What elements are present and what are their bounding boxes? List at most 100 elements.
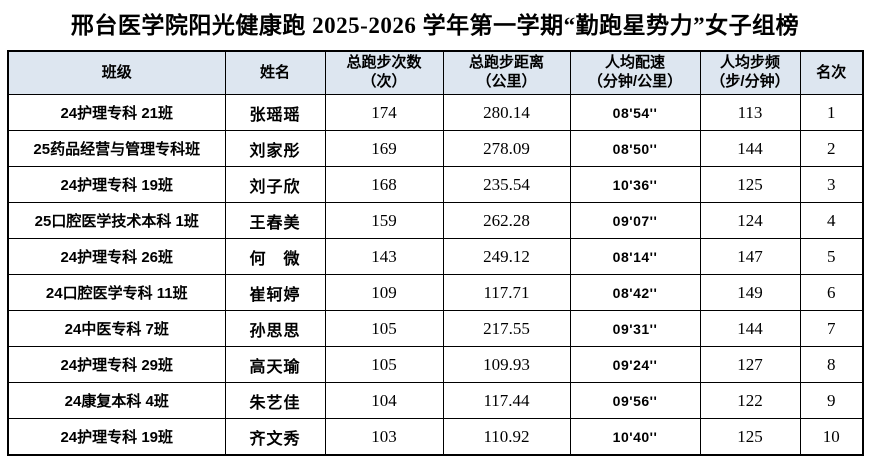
cell-class: 24康复本科 4班 <box>7 382 226 419</box>
cell-name: 刘家彤 <box>224 130 326 167</box>
cell-total-distance: 262.28 <box>442 202 571 239</box>
cell-name: 何 微 <box>224 238 326 275</box>
cell-total-runs: 168 <box>324 166 444 203</box>
col-header-total-distance: 总跑步距离 （公里） <box>442 50 571 95</box>
cell-avg-pace: 09'24'' <box>569 346 701 383</box>
col-header-avg-cadence-label: 人均步频 <box>719 54 780 72</box>
cell-class: 24护理专科 26班 <box>7 238 226 275</box>
cell-total-runs: 105 <box>324 310 444 347</box>
cell-rank: 8 <box>799 346 864 383</box>
cell-rank: 5 <box>799 238 864 275</box>
cell-rank: 1 <box>799 94 864 131</box>
cell-rank: 10 <box>799 418 864 456</box>
cell-class: 24口腔医学专科 11班 <box>7 274 226 311</box>
cell-avg-cadence: 125 <box>699 418 801 456</box>
col-header-total-distance-unit: （公里） <box>476 73 537 90</box>
table-row: 24口腔医学专科 11班 崔轲婷 109 117.71 08'42'' 149 … <box>7 274 864 311</box>
cell-total-runs: 159 <box>324 202 444 239</box>
col-header-total-distance-label: 总跑步距离 <box>468 54 544 72</box>
col-header-name-label: 姓名 <box>259 63 290 81</box>
col-header-avg-pace-label: 人均配速 <box>604 54 665 72</box>
cell-total-distance: 249.12 <box>442 238 571 275</box>
cell-avg-pace: 10'40'' <box>569 418 701 456</box>
col-header-class-label: 班级 <box>101 63 132 81</box>
cell-rank: 6 <box>799 274 864 311</box>
table-row: 24中医专科 7班 孙思思 105 217.55 09'31'' 144 7 <box>7 310 864 347</box>
cell-avg-pace: 08'54'' <box>569 94 701 131</box>
cell-total-runs: 174 <box>324 94 444 131</box>
header-row: 班级 姓名 总跑步次数 （次） 总跑步距离 （公里） 人均配速 （分钟/公里） 人均步… <box>7 50 864 95</box>
cell-name: 朱艺佳 <box>224 382 326 419</box>
cell-name: 高天瑜 <box>224 346 326 383</box>
cell-avg-cadence: 144 <box>699 130 801 167</box>
cell-total-distance: 109.93 <box>442 346 571 383</box>
col-header-rank: 名次 <box>799 50 864 95</box>
cell-class: 24护理专科 21班 <box>7 94 226 131</box>
cell-avg-cadence: 149 <box>699 274 801 311</box>
cell-avg-cadence: 122 <box>699 382 801 419</box>
cell-rank: 9 <box>799 382 864 419</box>
col-header-avg-cadence-unit: （步/分钟） <box>710 73 790 90</box>
cell-avg-pace: 09'56'' <box>569 382 701 419</box>
cell-name: 齐文秀 <box>224 418 326 456</box>
cell-avg-pace: 09'31'' <box>569 310 701 347</box>
cell-total-runs: 105 <box>324 346 444 383</box>
cell-name: 孙思思 <box>224 310 326 347</box>
cell-total-runs: 103 <box>324 418 444 456</box>
col-header-class: 班级 <box>7 50 226 95</box>
cell-name: 王春美 <box>224 202 326 239</box>
cell-class: 25药品经营与管理专科班 <box>7 130 226 167</box>
cell-name: 刘子欣 <box>224 166 326 203</box>
cell-total-runs: 143 <box>324 238 444 275</box>
cell-avg-cadence: 125 <box>699 166 801 203</box>
cell-total-runs: 169 <box>324 130 444 167</box>
table-body: 24护理专科 21班 张瑶瑶 174 280.14 08'54'' 113 1 … <box>7 94 864 456</box>
cell-class: 24护理专科 19班 <box>7 418 226 456</box>
cell-total-runs: 104 <box>324 382 444 419</box>
cell-total-distance: 235.54 <box>442 166 571 203</box>
cell-rank: 3 <box>799 166 864 203</box>
table-row: 25药品经营与管理专科班 刘家彤 169 278.09 08'50'' 144 … <box>7 130 864 167</box>
col-header-total-runs-unit: （次） <box>361 73 407 90</box>
table-row: 24康复本科 4班 朱艺佳 104 117.44 09'56'' 122 9 <box>7 382 864 419</box>
col-header-rank-label: 名次 <box>816 63 847 81</box>
table-row: 24护理专科 29班 高天瑜 105 109.93 09'24'' 127 8 <box>7 346 864 383</box>
col-header-avg-pace: 人均配速 （分钟/公里） <box>569 50 701 95</box>
cell-total-distance: 217.55 <box>442 310 571 347</box>
cell-avg-cadence: 144 <box>699 310 801 347</box>
table-row: 24护理专科 19班 齐文秀 103 110.92 10'40'' 125 10 <box>7 418 864 456</box>
cell-avg-cadence: 124 <box>699 202 801 239</box>
cell-total-runs: 109 <box>324 274 444 311</box>
leaderboard-table: 班级 姓名 总跑步次数 （次） 总跑步距离 （公里） 人均配速 （分钟/公里） 人均步… <box>7 50 864 456</box>
table-header: 班级 姓名 总跑步次数 （次） 总跑步距离 （公里） 人均配速 （分钟/公里） 人均步… <box>7 50 864 95</box>
col-header-total-runs-label: 总跑步次数 <box>346 54 422 72</box>
col-header-total-runs: 总跑步次数 （次） <box>324 50 444 95</box>
table-row: 24护理专科 19班 刘子欣 168 235.54 10'36'' 125 3 <box>7 166 864 203</box>
cell-rank: 2 <box>799 130 864 167</box>
cell-total-distance: 110.92 <box>442 418 571 456</box>
page-title: 邢台医学院阳光健康跑 2025-2026 学年第一学期“勤跑星势力”女子组榜 <box>70 13 800 38</box>
col-header-name: 姓名 <box>224 50 326 95</box>
table-row: 25口腔医学技术本科 1班 王春美 159 262.28 09'07'' 124… <box>7 202 864 239</box>
cell-name: 张瑶瑶 <box>224 94 326 131</box>
cell-name: 崔轲婷 <box>224 274 326 311</box>
cell-class: 24护理专科 19班 <box>7 166 226 203</box>
cell-class: 24护理专科 29班 <box>7 346 226 383</box>
cell-avg-pace: 09'07'' <box>569 202 701 239</box>
col-header-avg-pace-unit: （分钟/公里） <box>587 73 683 90</box>
cell-total-distance: 117.44 <box>442 382 571 419</box>
col-header-avg-cadence: 人均步频 （步/分钟） <box>699 50 801 95</box>
cell-avg-pace: 10'36'' <box>569 166 701 203</box>
cell-total-distance: 280.14 <box>442 94 571 131</box>
cell-avg-cadence: 127 <box>699 346 801 383</box>
cell-class: 25口腔医学技术本科 1班 <box>7 202 226 239</box>
cell-avg-cadence: 113 <box>699 94 801 131</box>
table-row: 24护理专科 21班 张瑶瑶 174 280.14 08'54'' 113 1 <box>7 94 864 131</box>
cell-avg-cadence: 147 <box>699 238 801 275</box>
cell-class: 24中医专科 7班 <box>7 310 226 347</box>
cell-total-distance: 278.09 <box>442 130 571 167</box>
cell-rank: 7 <box>799 310 864 347</box>
cell-avg-pace: 08'50'' <box>569 130 701 167</box>
cell-avg-pace: 08'42'' <box>569 274 701 311</box>
